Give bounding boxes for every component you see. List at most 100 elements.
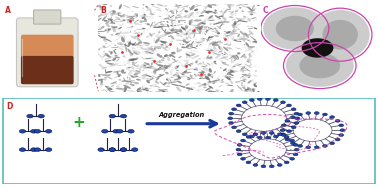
Ellipse shape [114,75,122,78]
Ellipse shape [206,63,211,65]
Ellipse shape [105,68,106,74]
Ellipse shape [170,17,171,18]
Ellipse shape [144,65,146,66]
Ellipse shape [102,78,105,80]
Ellipse shape [136,49,142,51]
Ellipse shape [235,15,237,16]
Ellipse shape [200,19,201,20]
Ellipse shape [143,3,144,6]
Ellipse shape [137,38,142,43]
Circle shape [265,98,270,100]
Ellipse shape [191,50,200,53]
Ellipse shape [220,56,228,59]
Ellipse shape [160,44,164,46]
Ellipse shape [210,80,220,83]
Ellipse shape [165,72,169,74]
Ellipse shape [209,68,212,73]
Ellipse shape [176,36,181,37]
Ellipse shape [228,72,231,73]
Ellipse shape [252,88,256,89]
Ellipse shape [206,29,208,33]
Ellipse shape [107,87,110,88]
Ellipse shape [182,86,186,88]
Ellipse shape [175,67,177,68]
Ellipse shape [136,77,141,79]
Ellipse shape [216,89,219,93]
Ellipse shape [161,67,164,69]
Ellipse shape [211,12,217,13]
Ellipse shape [247,40,250,41]
Circle shape [236,130,241,133]
Ellipse shape [241,54,245,58]
Ellipse shape [143,42,150,44]
Ellipse shape [116,20,119,21]
Ellipse shape [187,34,191,37]
Ellipse shape [143,45,145,48]
Ellipse shape [128,60,131,61]
Ellipse shape [147,25,157,26]
Ellipse shape [121,52,122,53]
Ellipse shape [164,18,170,19]
Circle shape [261,165,266,168]
Ellipse shape [106,76,112,80]
Ellipse shape [107,59,109,60]
Ellipse shape [171,12,174,14]
Ellipse shape [115,16,119,19]
Circle shape [120,114,127,118]
Ellipse shape [145,68,147,69]
Ellipse shape [197,22,203,26]
Ellipse shape [215,30,218,32]
Ellipse shape [137,91,141,93]
Ellipse shape [229,74,234,76]
Ellipse shape [205,87,212,91]
Ellipse shape [249,64,252,66]
Ellipse shape [122,14,129,16]
Ellipse shape [183,15,187,18]
Ellipse shape [118,12,119,15]
Ellipse shape [195,60,198,63]
Ellipse shape [114,21,124,22]
Ellipse shape [175,5,182,7]
Ellipse shape [251,81,253,83]
Ellipse shape [160,23,164,26]
Ellipse shape [224,52,228,56]
Ellipse shape [112,28,119,30]
Ellipse shape [136,57,139,58]
Ellipse shape [181,35,186,39]
Ellipse shape [249,9,255,12]
Ellipse shape [129,18,135,19]
Ellipse shape [209,41,215,45]
Ellipse shape [200,26,204,27]
Ellipse shape [176,66,177,68]
Ellipse shape [230,54,232,55]
Ellipse shape [253,83,256,85]
Ellipse shape [226,38,228,39]
Ellipse shape [164,67,166,72]
Ellipse shape [231,60,234,61]
Ellipse shape [170,25,174,27]
Ellipse shape [159,41,167,43]
Ellipse shape [117,12,121,13]
Ellipse shape [155,70,156,71]
Ellipse shape [123,85,131,89]
Ellipse shape [189,20,192,25]
Ellipse shape [153,89,155,90]
Ellipse shape [146,35,150,38]
Ellipse shape [180,11,183,15]
Ellipse shape [222,16,223,17]
Ellipse shape [98,23,100,28]
Ellipse shape [184,8,187,9]
Circle shape [293,143,298,146]
Ellipse shape [195,39,197,40]
Ellipse shape [97,51,101,56]
Ellipse shape [211,76,213,78]
Ellipse shape [112,26,115,32]
Ellipse shape [176,9,177,14]
FancyBboxPatch shape [34,10,61,24]
Ellipse shape [128,77,132,79]
Ellipse shape [116,88,124,90]
Ellipse shape [104,20,107,21]
Ellipse shape [244,61,247,62]
Ellipse shape [216,20,222,24]
Ellipse shape [121,80,129,82]
